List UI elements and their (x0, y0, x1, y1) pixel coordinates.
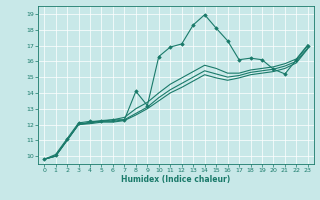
X-axis label: Humidex (Indice chaleur): Humidex (Indice chaleur) (121, 175, 231, 184)
